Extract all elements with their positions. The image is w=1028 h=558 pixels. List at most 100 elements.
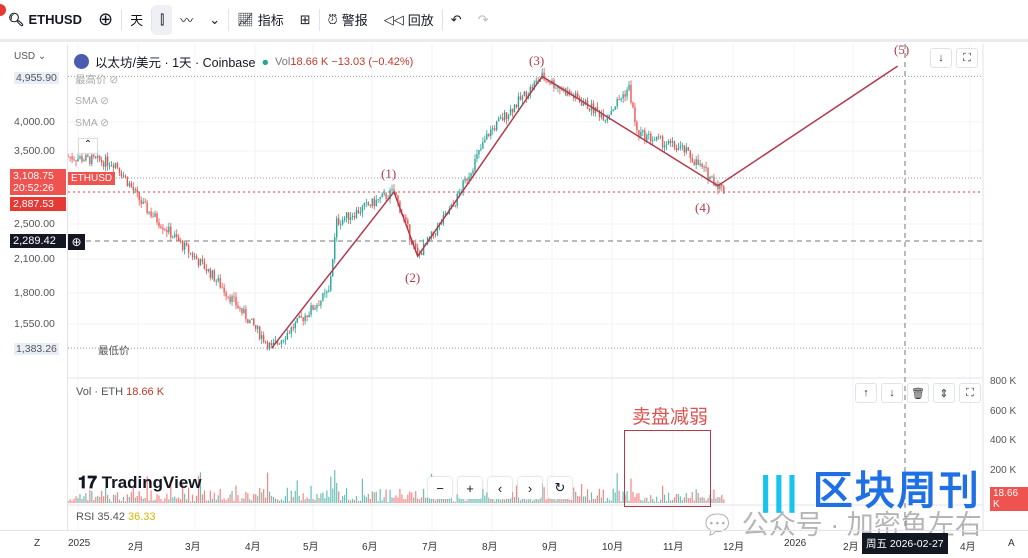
volume-bar bbox=[519, 500, 521, 503]
volume-bar bbox=[592, 498, 595, 503]
candle-body bbox=[521, 95, 524, 100]
candle-body bbox=[249, 319, 251, 324]
volume-bar bbox=[413, 497, 415, 503]
volume-bar bbox=[476, 495, 478, 503]
collapse-icon[interactable]: ⇕ bbox=[933, 383, 955, 403]
candle-body bbox=[142, 201, 144, 204]
chevron-down-icon[interactable]: ⌄ bbox=[209, 11, 221, 27]
volume-bar bbox=[419, 499, 421, 503]
reset-icon[interactable]: ↻ bbox=[548, 477, 572, 499]
candle-body bbox=[719, 184, 721, 190]
undo-icon[interactable]: ↶ bbox=[450, 11, 462, 27]
volume-bar bbox=[351, 498, 354, 503]
scroll-left-icon[interactable]: ‹ bbox=[488, 477, 512, 499]
move-down-icon[interactable]: ↓ bbox=[881, 383, 903, 403]
volume-bar bbox=[691, 492, 693, 503]
volume-bar bbox=[130, 492, 132, 503]
candle-body bbox=[217, 278, 219, 281]
candle-body bbox=[659, 136, 662, 138]
candle-body bbox=[239, 307, 241, 309]
currency-select[interactable]: USD ⌄ bbox=[14, 51, 47, 62]
auto-scale-button[interactable]: A bbox=[1008, 538, 1015, 549]
add-symbol-icon[interactable]: ⊕ bbox=[97, 9, 114, 29]
candle-body bbox=[458, 192, 460, 194]
volume-bar bbox=[628, 500, 630, 503]
candle-body bbox=[606, 116, 608, 121]
candle-body bbox=[243, 309, 245, 313]
chart-legend: 以太坊/美元 · 1天 · Coinbase ● Vol18.66 K −13.… bbox=[74, 52, 413, 71]
candle-body bbox=[320, 300, 322, 306]
candle-body bbox=[264, 341, 267, 343]
volume-bar bbox=[243, 498, 245, 503]
candle-body bbox=[505, 112, 508, 120]
collapse-legend-icon[interactable]: ⌃ bbox=[78, 138, 98, 154]
volume-bar bbox=[340, 500, 342, 503]
candle-body bbox=[395, 191, 397, 196]
candle-body bbox=[148, 211, 150, 213]
volume-bar bbox=[504, 499, 506, 503]
layout-icon[interactable]: ⊞ bbox=[299, 11, 311, 27]
volume-bar bbox=[146, 476, 148, 503]
volume-bar bbox=[267, 472, 269, 503]
replay-button[interactable]: ◁◁ 回放 bbox=[383, 11, 434, 29]
line-chart-icon[interactable]: 〰 bbox=[180, 13, 194, 28]
maximize-icon[interactable]: ⛶ bbox=[959, 383, 981, 403]
candle-body bbox=[525, 91, 528, 99]
volume-bar bbox=[689, 497, 691, 503]
volume-bar bbox=[701, 496, 703, 503]
maximize-icon[interactable]: ⛶ bbox=[956, 48, 978, 68]
candle-body bbox=[654, 139, 656, 141]
candle-body bbox=[393, 189, 395, 192]
eye-off-icon[interactable]: ⊘ bbox=[109, 74, 119, 86]
zoom-out-icon[interactable]: − bbox=[428, 477, 452, 499]
candle-body bbox=[397, 195, 399, 202]
candle-body bbox=[284, 339, 287, 341]
candle-body bbox=[582, 103, 585, 106]
volume-bar bbox=[344, 495, 346, 503]
axis-z-button[interactable]: Z bbox=[34, 538, 41, 549]
candle-body bbox=[545, 79, 547, 81]
zoom-controls: − + ‹ › ↻ bbox=[428, 477, 572, 499]
price-tick: 2,100.00 bbox=[14, 253, 55, 265]
redo-icon[interactable]: ↷ bbox=[477, 11, 489, 27]
candle-body bbox=[185, 242, 188, 246]
volume-bar bbox=[685, 492, 687, 503]
candles-icon[interactable]: ⫿ bbox=[152, 4, 173, 35]
volume-bar bbox=[434, 500, 437, 503]
candle-body bbox=[375, 199, 377, 207]
scroll-right-icon[interactable]: › bbox=[518, 477, 542, 499]
volume-bar bbox=[304, 499, 306, 503]
candle-body bbox=[687, 147, 689, 151]
candle-body bbox=[561, 89, 563, 91]
symbol-search[interactable]: 🔍︎ ETHUSD bbox=[8, 11, 82, 28]
alerts-button[interactable]: ⏰︎ 警报 bbox=[327, 11, 368, 29]
candle-body bbox=[373, 198, 375, 207]
candle-body bbox=[176, 234, 178, 238]
candle-body bbox=[158, 222, 160, 227]
volume-bar bbox=[365, 496, 367, 503]
price-axis[interactable]: USD ⌄ 4,955.90 4,000.00 3,500.00 3,108.7… bbox=[0, 45, 68, 530]
eye-off-icon[interactable]: ⊘ bbox=[100, 95, 109, 107]
eye-off-icon[interactable]: ⊘ bbox=[100, 117, 109, 129]
candle-body bbox=[642, 130, 644, 132]
volume-bar bbox=[189, 501, 192, 503]
add-alert-icon[interactable]: ⊕ bbox=[68, 234, 85, 250]
delete-icon[interactable]: 🗑︎ bbox=[907, 383, 929, 403]
volume-bar bbox=[75, 496, 77, 503]
candle-body bbox=[322, 293, 324, 301]
volume-bar bbox=[164, 498, 166, 503]
volume-bar bbox=[636, 493, 638, 503]
symbol-title: 以太坊/美元 · 1天 · Coinbase bbox=[95, 56, 256, 70]
move-down-icon[interactable]: ↓ bbox=[930, 48, 952, 68]
move-up-icon[interactable]: ↑ bbox=[855, 383, 877, 403]
volume-bar bbox=[618, 490, 620, 503]
volume-bar bbox=[379, 489, 381, 503]
zoom-in-icon[interactable]: + bbox=[458, 477, 482, 499]
volume-bar bbox=[85, 493, 87, 503]
candle-body bbox=[697, 159, 699, 165]
indicators-button[interactable]: 📈︎ 指标 bbox=[237, 11, 284, 29]
candle-body bbox=[618, 99, 620, 100]
interval-button[interactable]: 天 bbox=[130, 13, 144, 28]
volume-bar bbox=[259, 487, 261, 503]
